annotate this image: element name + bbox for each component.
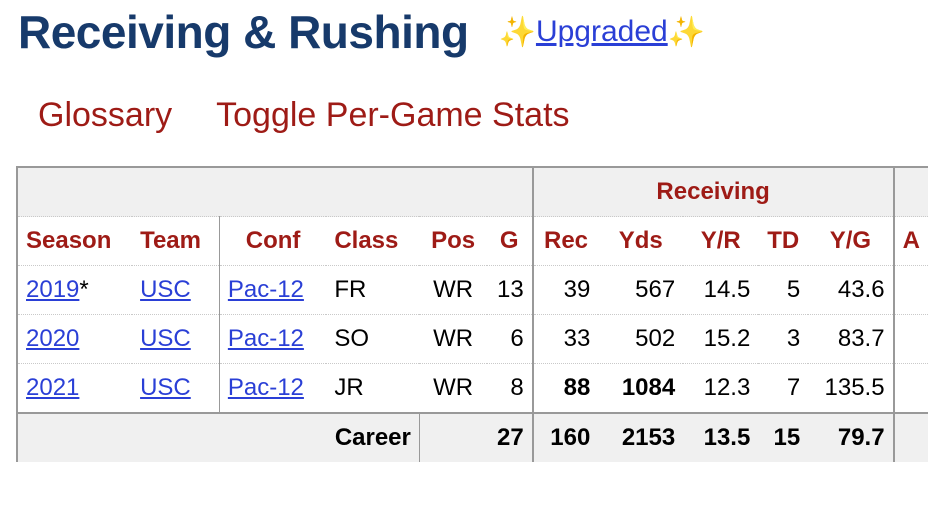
column-header[interactable]: Season xyxy=(15,216,133,266)
column-header[interactable]: Class xyxy=(326,216,420,266)
season-cell: 2020 xyxy=(15,314,133,364)
over-header-receiving: Receiving xyxy=(531,166,895,217)
column-header[interactable]: Team xyxy=(132,216,220,266)
toggle-per-game-link[interactable]: Toggle Per-Game Stats xyxy=(216,96,570,134)
yr-cell: 14.5 xyxy=(683,265,759,315)
over-header-blank xyxy=(16,166,533,217)
sparkle-icon: ✨ xyxy=(498,15,536,49)
column-header[interactable]: Rec xyxy=(531,216,599,266)
column-header[interactable]: Y/G xyxy=(808,216,894,266)
glossary-link[interactable]: Glossary xyxy=(38,96,173,134)
team-cell: USC xyxy=(132,265,220,315)
career-rec: 160 xyxy=(531,412,599,462)
overflow-cell xyxy=(892,314,928,364)
over-header-row: Receiving xyxy=(16,166,928,217)
td-cell: 5 xyxy=(758,265,809,315)
conf-cell: Pac-12 xyxy=(218,314,327,364)
season-mark: * xyxy=(79,276,89,303)
games-cell: 8 xyxy=(486,363,533,414)
overflow-cell xyxy=(892,265,928,315)
column-header[interactable]: A xyxy=(892,216,928,266)
career-yr: 13.5 xyxy=(683,412,759,462)
td-cell: 7 xyxy=(758,363,809,414)
season-link[interactable]: 2019 xyxy=(26,276,80,303)
column-header[interactable]: TD xyxy=(758,216,809,266)
yr-cell: 12.3 xyxy=(683,363,759,414)
season-cell: 2021 xyxy=(15,363,133,414)
column-header-row: Season Team Conf Class Pos G Rec Yds Y/R… xyxy=(15,216,928,266)
career-label: Career xyxy=(15,412,420,462)
yr-cell: 15.2 xyxy=(683,314,759,364)
sparkle-icon: ✨ xyxy=(667,15,706,49)
over-header-blank xyxy=(893,166,928,217)
season-cell: 2019* xyxy=(15,265,133,315)
receiving-rushing-table: Receiving Season Team Conf Class Pos G R… xyxy=(15,166,928,462)
class-cell: JR xyxy=(326,363,420,414)
team-link[interactable]: USC xyxy=(140,325,191,352)
conf-link[interactable]: Pac-12 xyxy=(227,276,304,303)
column-header[interactable]: G xyxy=(486,216,533,266)
conf-link[interactable]: Pac-12 xyxy=(227,374,304,401)
yds-cell: 567 xyxy=(598,265,684,315)
pos-cell: WR xyxy=(419,265,487,315)
overflow-cell xyxy=(892,412,928,462)
conf-cell: Pac-12 xyxy=(218,265,327,315)
games-cell: 6 xyxy=(486,314,533,364)
yg-cell: 83.7 xyxy=(808,314,894,364)
career-games: 27 xyxy=(486,412,533,462)
rec-cell: 33 xyxy=(531,314,599,364)
upgraded-badge: ✨ Upgraded ✨ xyxy=(499,15,705,50)
table-links: Glossary Toggle Per-Game Stats xyxy=(38,96,570,135)
season-link[interactable]: 2021 xyxy=(26,374,80,401)
conf-link[interactable]: Pac-12 xyxy=(227,325,304,352)
career-yds: 2153 xyxy=(598,412,684,462)
overflow-cell xyxy=(892,363,928,414)
class-cell: SO xyxy=(326,314,420,364)
team-cell: USC xyxy=(132,314,220,364)
season-link[interactable]: 2020 xyxy=(26,325,80,352)
table-row: 2019* USC Pac-12 FR WR 13 39 567 14.5 5 … xyxy=(15,265,928,315)
career-row: Career 27 160 2153 13.5 15 79.7 xyxy=(15,412,928,462)
rec-cell: 88 xyxy=(531,363,599,414)
conf-cell: Pac-12 xyxy=(218,363,327,414)
column-header[interactable]: Conf xyxy=(218,216,327,266)
section-title: Receiving & Rushing xyxy=(18,6,469,58)
career-td: 15 xyxy=(758,412,809,462)
class-cell: FR xyxy=(326,265,420,315)
td-cell: 3 xyxy=(758,314,809,364)
rec-cell: 39 xyxy=(531,265,599,315)
yg-cell: 43.6 xyxy=(808,265,894,315)
career-blank xyxy=(418,412,487,462)
upgraded-link[interactable]: Upgraded xyxy=(535,15,668,48)
career-yg: 79.7 xyxy=(808,412,894,462)
yds-cell: 1084 xyxy=(598,363,684,414)
pos-cell: WR xyxy=(419,363,487,414)
games-cell: 13 xyxy=(486,265,533,315)
team-link[interactable]: USC xyxy=(140,374,191,401)
pos-cell: WR xyxy=(419,314,487,364)
table-row: 2020 USC Pac-12 SO WR 6 33 502 15.2 3 83… xyxy=(15,314,928,364)
yds-cell: 502 xyxy=(598,314,684,364)
table-row: 2021 USC Pac-12 JR WR 8 88 1084 12.3 7 1… xyxy=(15,363,928,414)
section-heading: Receiving & Rushing ✨ Upgraded ✨ xyxy=(18,4,705,60)
team-cell: USC xyxy=(132,363,220,414)
team-link[interactable]: USC xyxy=(140,276,191,303)
yg-cell: 135.5 xyxy=(808,363,894,414)
column-header[interactable]: Yds xyxy=(598,216,684,266)
column-header[interactable]: Pos xyxy=(419,216,487,266)
column-header[interactable]: Y/R xyxy=(683,216,759,266)
